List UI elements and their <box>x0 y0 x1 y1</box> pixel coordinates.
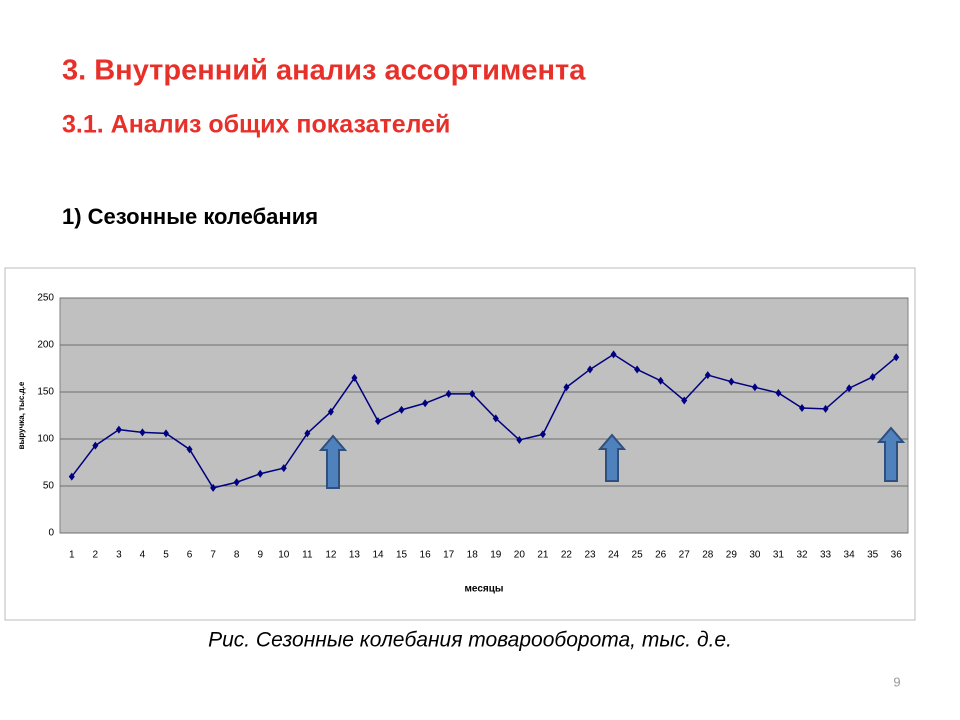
data-point <box>634 365 641 374</box>
data-point <box>728 377 735 386</box>
plot-area <box>59 297 909 534</box>
x-tick-label: 22 <box>561 550 573 561</box>
x-tick-label: 24 <box>608 550 620 561</box>
data-point <box>186 445 193 454</box>
x-tick-label: 26 <box>655 550 667 561</box>
y-tick-label: 0 <box>48 528 54 539</box>
x-tick-label: 19 <box>490 550 502 561</box>
x-tick-label: 29 <box>726 550 738 561</box>
data-point <box>775 388 782 397</box>
y-tick-label: 100 <box>37 434 54 445</box>
y-tick-label: 200 <box>37 340 54 351</box>
y-tick-label: 250 <box>37 293 54 304</box>
data-point <box>163 429 169 438</box>
data-point <box>587 365 593 374</box>
x-tick-label: 8 <box>234 550 240 561</box>
data-point <box>445 389 452 398</box>
x-tick-label: 10 <box>278 550 290 561</box>
arrow <box>597 433 627 482</box>
x-tick-label: 20 <box>514 550 526 561</box>
x-tick-label: 30 <box>749 550 761 561</box>
x-tick-label: 23 <box>584 550 596 561</box>
data-point <box>492 414 499 423</box>
data-point <box>257 469 264 478</box>
data-point <box>68 472 75 481</box>
data-point <box>304 429 311 438</box>
x-tick-label: 2 <box>93 550 99 561</box>
series-line <box>71 353 897 489</box>
data-point <box>398 405 405 414</box>
data-point <box>799 403 805 412</box>
x-tick-label: 13 <box>349 550 361 561</box>
slide-title: 3. Внутренний анализ ассортимента <box>62 55 586 87</box>
x-tick-label: 33 <box>820 550 832 561</box>
x-tick-label: 25 <box>632 550 644 561</box>
x-tick-label: 16 <box>420 550 432 561</box>
data-point <box>210 483 217 492</box>
x-axis-title: месяцы <box>465 584 504 595</box>
section-title: 1) Сезонные колебания <box>62 204 318 229</box>
data-point <box>351 373 358 382</box>
data-point <box>681 396 688 405</box>
x-tick-label: 31 <box>773 550 785 561</box>
caption: Рис. Сезонные колебания товарооборота, т… <box>208 629 732 652</box>
arrow <box>318 434 348 489</box>
data-point <box>704 371 711 380</box>
data-point <box>139 428 146 437</box>
x-tick-label: 11 <box>302 550 313 561</box>
x-tick-label: 32 <box>796 550 808 561</box>
data-point <box>375 417 381 426</box>
data-point <box>280 464 287 473</box>
x-tick-label: 4 <box>140 550 146 561</box>
data-point <box>539 430 546 439</box>
data-point <box>115 425 122 434</box>
x-tick-label: 14 <box>372 550 384 561</box>
x-tick-label: 1 <box>69 550 75 561</box>
data-point <box>869 372 876 381</box>
y-axis-title: выручка, тыс.д.е <box>17 381 26 449</box>
x-tick-label: 36 <box>891 550 903 561</box>
x-tick-label: 21 <box>537 550 549 561</box>
arrow <box>876 426 906 482</box>
x-tick-label: 35 <box>867 550 879 561</box>
data-point <box>327 407 334 416</box>
data-point <box>92 441 99 450</box>
y-tick-label: 150 <box>37 387 54 398</box>
data-point <box>657 376 664 385</box>
slide-subtitle: 3.1. Анализ общих показателей <box>62 111 450 139</box>
data-point <box>516 435 523 444</box>
x-tick-label: 18 <box>467 550 479 561</box>
x-tick-label: 27 <box>679 550 691 561</box>
data-point <box>822 404 829 413</box>
x-tick-label: 34 <box>844 550 856 561</box>
data-point <box>610 350 617 359</box>
x-tick-label: 3 <box>116 550 122 561</box>
data-point <box>233 478 240 487</box>
data-point <box>563 383 570 392</box>
x-tick-label: 15 <box>396 550 408 561</box>
x-tick-label: 5 <box>163 550 169 561</box>
arrows <box>318 426 906 489</box>
x-tick-label: 17 <box>443 550 455 561</box>
x-tick-label: 12 <box>325 550 337 561</box>
x-tick-label: 9 <box>257 550 263 561</box>
data-point <box>893 353 900 362</box>
page-number: 9 <box>893 674 900 689</box>
data-point <box>751 383 758 392</box>
data-point <box>422 399 429 408</box>
data-point <box>846 384 853 393</box>
data-point <box>469 389 476 398</box>
x-tick-label: 7 <box>210 550 216 561</box>
x-tick-label: 6 <box>187 550 193 561</box>
x-tick-label: 28 <box>702 550 714 561</box>
y-tick-label: 50 <box>43 481 55 492</box>
